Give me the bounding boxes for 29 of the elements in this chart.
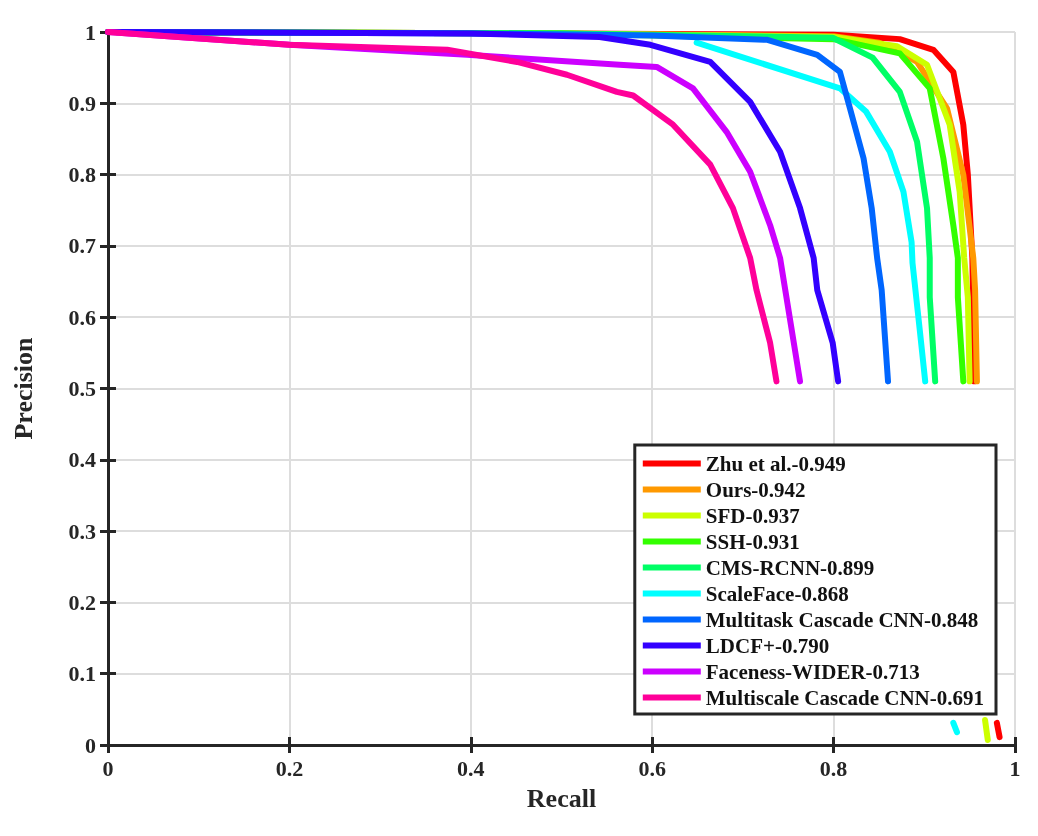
legend-label: Zhu et al.-0.949 [705, 451, 846, 476]
y-tick-label: 0.8 [68, 162, 96, 188]
legend-label: Multitask Cascade CNN-0.848 [705, 607, 979, 632]
y-tick-label: 0.2 [68, 589, 96, 615]
x-tick-label: 0.2 [275, 755, 304, 781]
x-tick-label: 0.4 [457, 755, 485, 781]
x-tick-label: 0.6 [638, 755, 666, 781]
y-axis-title: Precision [8, 336, 38, 440]
y-tick-label: 0.9 [68, 90, 96, 116]
y-tick-label: 0.3 [68, 518, 96, 544]
x-tick-label: 1 [1009, 755, 1021, 781]
y-tick-label: 1 [85, 19, 96, 45]
legend-label: Ours-0.942 [705, 477, 806, 502]
x-tick-label: 0 [102, 755, 114, 781]
legend-label: SFD-0.937 [705, 503, 800, 528]
x-tick-label: 0.8 [819, 755, 848, 781]
y-tick-label: 0.4 [68, 447, 96, 473]
y-tick-label: 0.7 [68, 233, 96, 259]
y-tick-label: 0 [85, 732, 96, 758]
legend-label: SSH-0.931 [705, 529, 800, 554]
y-tick-label: 0.5 [68, 376, 96, 401]
legend-label: ScaleFace-0.868 [705, 581, 849, 606]
x-axis-title: Recall [526, 783, 597, 813]
legend-label: LDCF+-0.790 [705, 633, 830, 658]
legend-label: Faceness-WIDER-0.713 [705, 659, 920, 684]
y-tick-label: 0.1 [68, 661, 96, 687]
y-tick-label: 0.6 [68, 304, 96, 330]
legend-label: CMS-RCNN-0.899 [705, 555, 875, 580]
legend-label: Multiscale Cascade CNN-0.691 [705, 685, 985, 710]
